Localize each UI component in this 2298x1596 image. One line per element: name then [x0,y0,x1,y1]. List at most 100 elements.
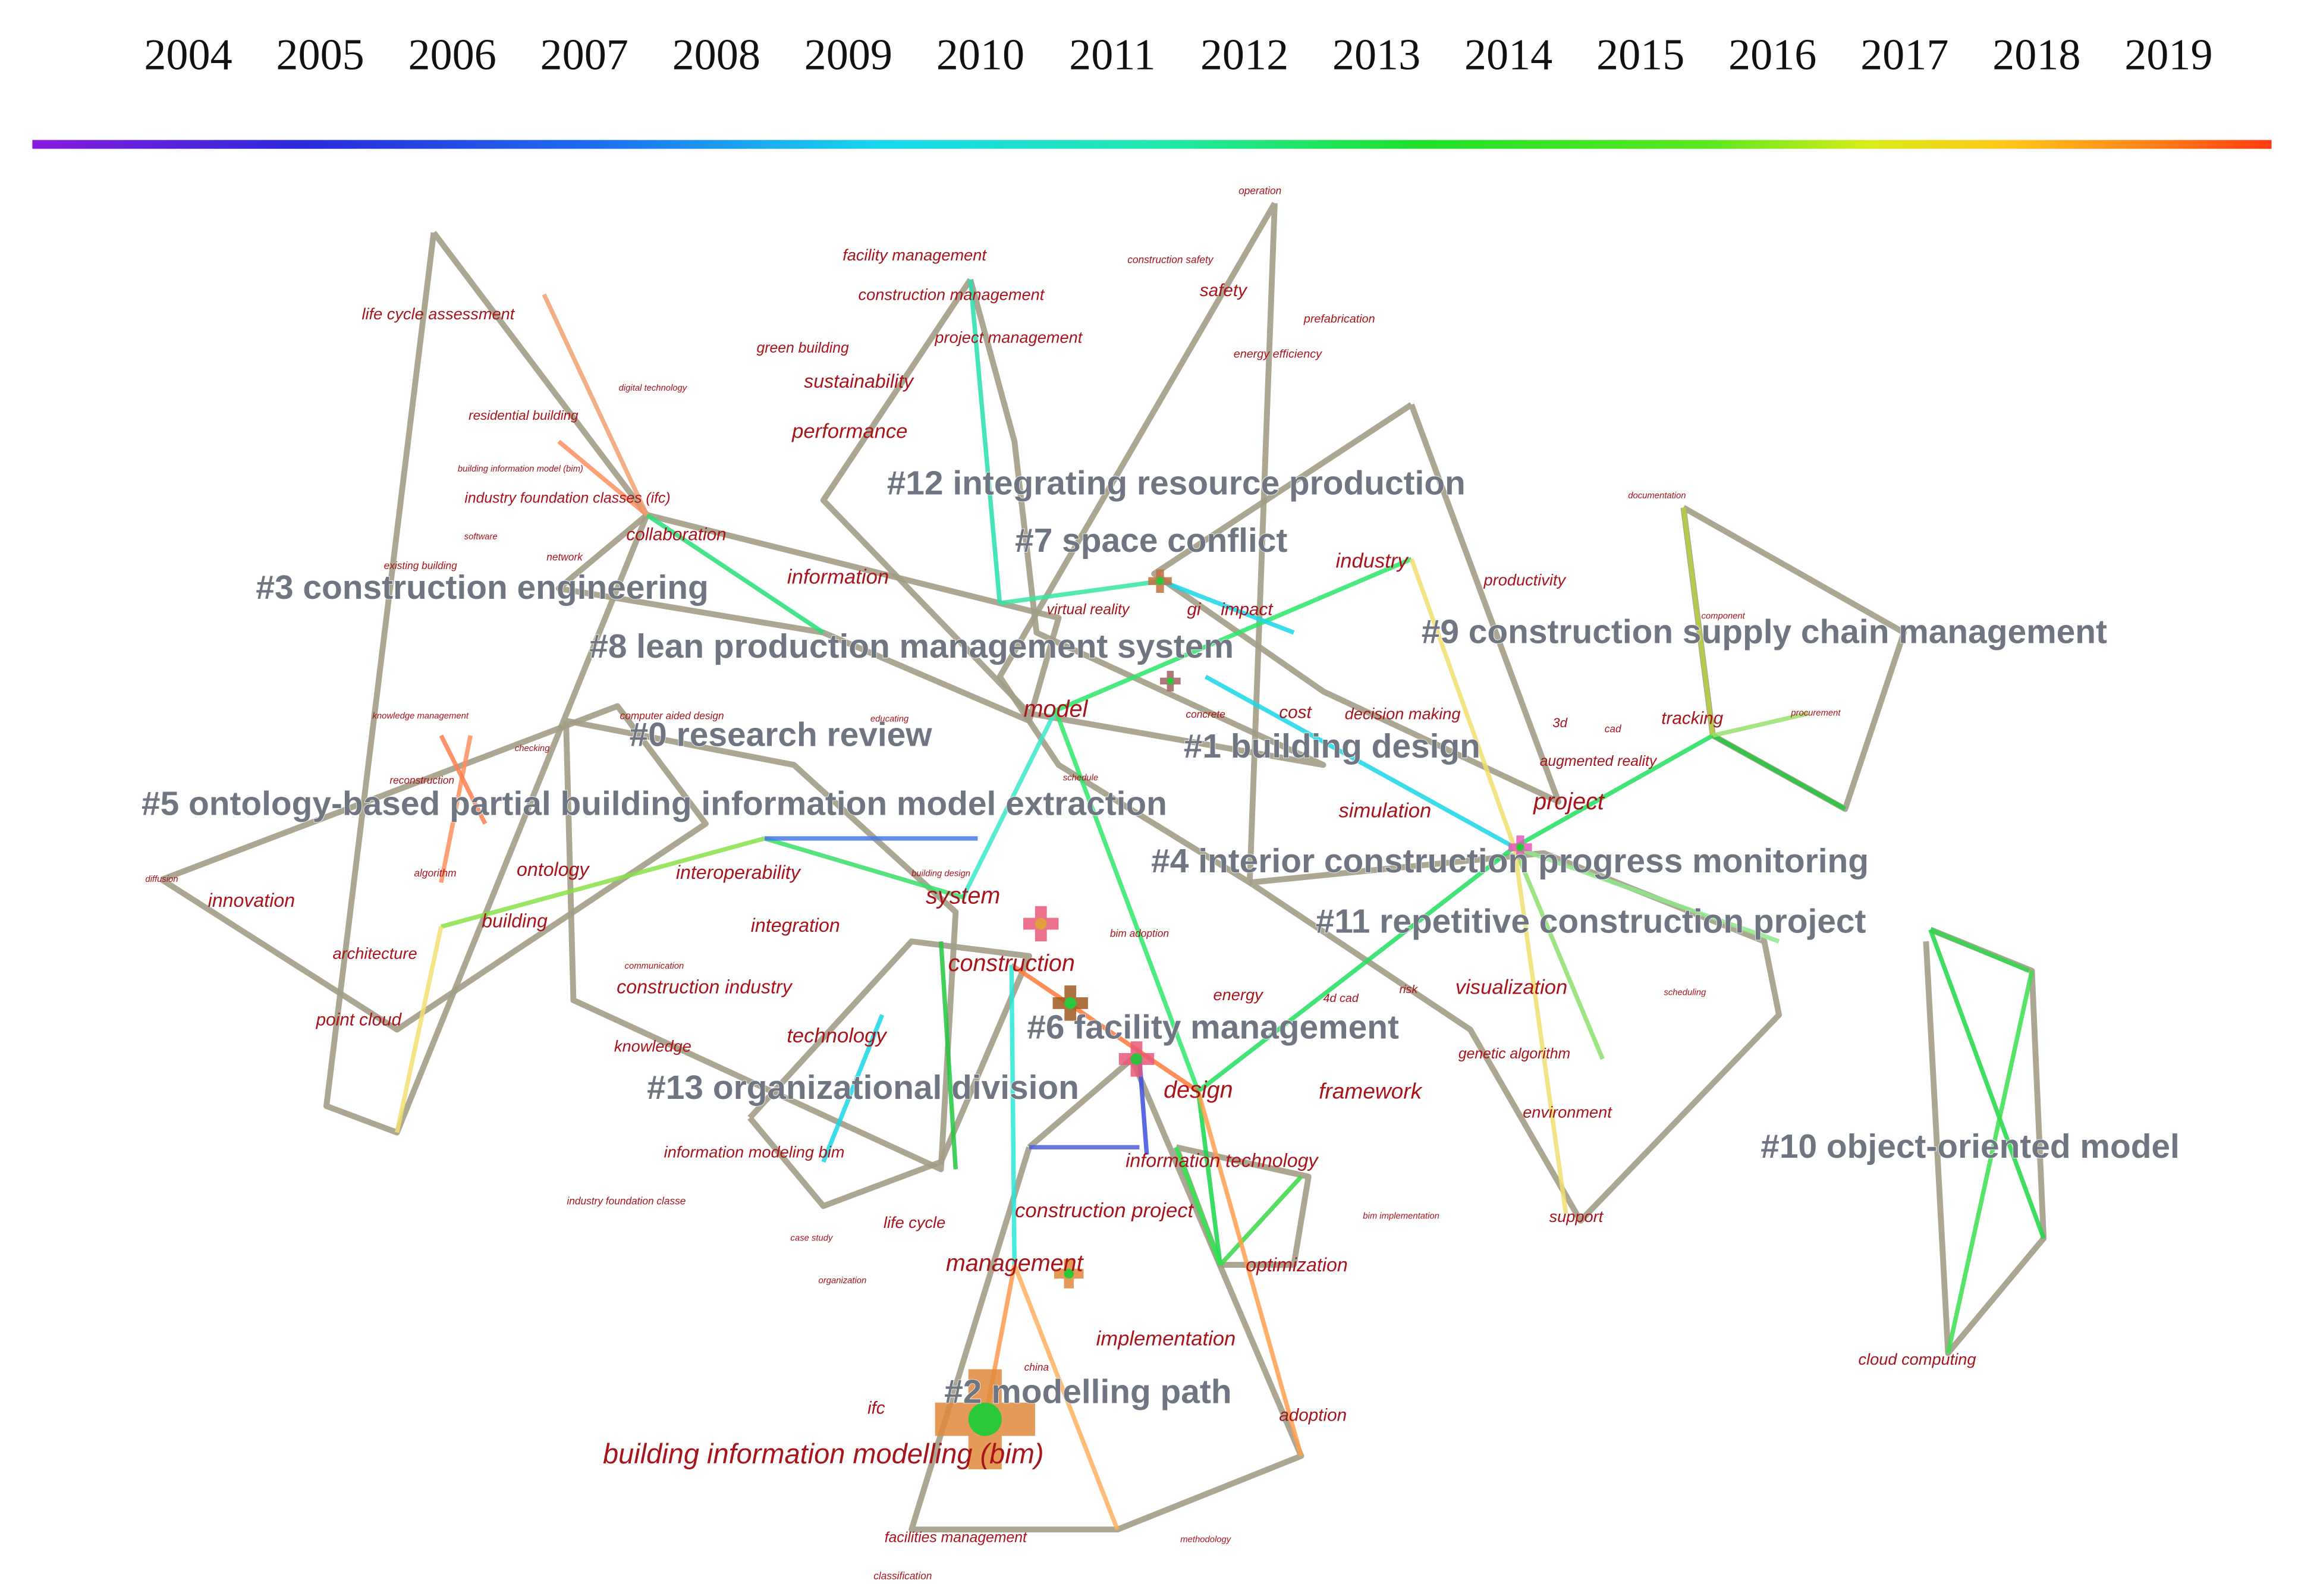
cluster-label: #12 integrating resource production [887,465,1466,502]
keyword-label: bim implementation [1363,1211,1439,1221]
node-core [1035,918,1047,930]
link [968,279,1002,604]
keyword-label: bim adoption [1110,927,1169,939]
year-label: 2007 [540,30,628,79]
link [1512,847,1568,1214]
link [1009,964,1017,1265]
keyword-label: decision making [1345,704,1461,722]
link [1054,709,1200,1092]
cluster-label: #7 space conflict [1015,522,1287,560]
cluster-label: #4 interior construction progress monito… [1151,843,1869,880]
keyword-label: environment [1523,1103,1612,1121]
link [821,1014,885,1163]
year-label: 2015 [1596,30,1684,79]
keyword-label: framework [1319,1079,1423,1104]
link [763,836,964,900]
cluster-hull [323,231,650,1136]
link [1513,733,1714,850]
link [439,735,473,883]
keyword-label: productivity [1483,570,1567,589]
keyword-label: tracking [1661,709,1723,728]
cluster-hull [1680,505,1907,812]
keyword-label: information technology [1126,1150,1319,1171]
keyword-label: virtual reality [1047,602,1130,618]
keyword-label: adoption [1279,1406,1347,1425]
link [1712,733,1847,811]
link [1712,711,1809,738]
year-label: 2019 [2124,30,2212,79]
keyword-label: project management [934,328,1083,346]
year-label: 2017 [1860,30,1948,79]
keyword-label: knowledge management [372,712,469,721]
keyword-label: diffusion [145,875,178,884]
keyword-label: building design [911,869,970,878]
edges [160,202,2047,1533]
year-label: 2016 [1728,30,1816,79]
keyword-label: procurement [1790,709,1841,718]
link [542,293,649,516]
link [1196,1091,1304,1457]
link [1161,579,1295,635]
keyword-label: software [464,532,498,542]
cluster-label: #5 ontology-based partial building infor… [142,786,1167,823]
cluster-hull [555,512,1062,724]
keyword-label: educating [870,715,909,724]
keyword-label: organization [819,1276,867,1286]
keyword-label: 4d cad [1324,992,1359,1005]
keyword-label: technology [787,1025,888,1047]
year-label: 2005 [276,30,364,79]
nodes [935,569,1532,1469]
keyword-label: project [1533,788,1605,815]
keyword-label: risk [1400,983,1419,996]
link [1010,963,1200,1094]
keyword-label: augmented reality [1540,753,1658,769]
link [1197,845,1516,1094]
keyword-label: knowledge [614,1036,691,1055]
keyword-label: residential building [469,408,579,423]
year-label: 2018 [1992,30,2080,79]
keyword-label: life cycle [884,1213,945,1231]
keyword-label: facility management [843,246,987,264]
keyword-label: construction [948,950,1075,976]
link [439,734,488,825]
keyword-label: case study [791,1234,834,1243]
link [1196,1091,1223,1265]
keyword-label: ifc [867,1398,885,1418]
keyword-label: cad [1605,723,1622,735]
link [645,513,825,634]
year-label: 2010 [936,30,1024,79]
keyword-label: operation [1238,185,1281,197]
cluster-label: #9 construction supply chain management [1422,613,2107,651]
keyword-label: china [1024,1361,1049,1373]
keyword-label: prefabrication [1303,312,1375,325]
cluster-hull [747,938,1032,1209]
keyword-label: safety [1200,281,1248,300]
keyword-label: industry [1336,549,1410,572]
keyword-label: genetic algorithm [1458,1046,1570,1062]
keyword-label: information [787,565,889,588]
year-label: 2004 [144,30,232,79]
year-label: 2013 [1332,30,1420,79]
link [1174,1146,1222,1266]
keyword-label: system [926,882,1000,909]
year-label: 2009 [804,30,892,79]
node-core [1167,677,1174,685]
keyword-label: performance [791,420,907,443]
node-core [1130,1053,1143,1065]
keyword-label: industry foundation classe [567,1195,686,1207]
keyword-label: impact [1221,600,1274,620]
keyword-label: energy efficiency [1234,348,1322,361]
keyword-label: innovation [208,890,295,911]
keyword-label: facilities management [885,1530,1027,1546]
cluster-label: #1 building design [1184,728,1480,765]
keyword-label: life cycle assessment [361,304,515,323]
keyword-label: collaboration [626,524,726,544]
keyword-label: simulation [1338,800,1431,822]
link [1055,557,1413,713]
cluster-label: #8 lean production management system [589,628,1234,665]
keyword-label: building [482,910,548,931]
node-core [968,1402,1002,1436]
link [1409,558,1517,849]
keyword-label: checking [515,744,550,753]
